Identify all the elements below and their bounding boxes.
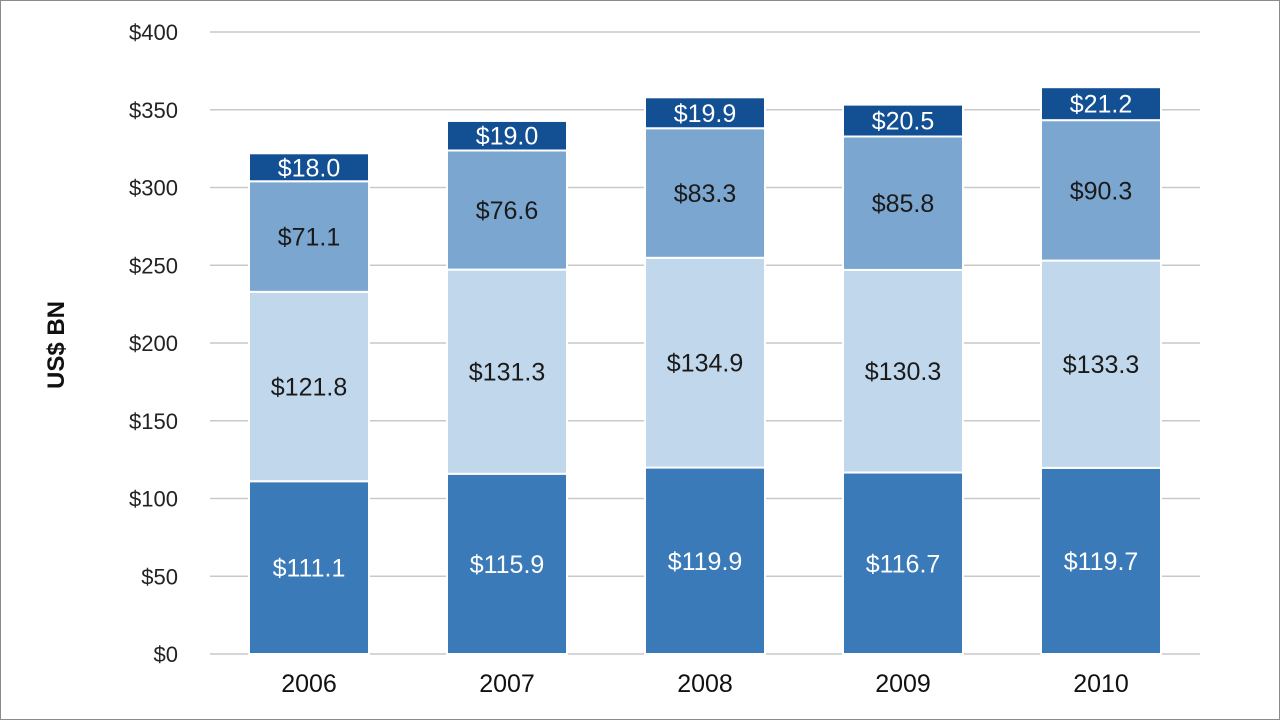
bar-segment (248, 290, 370, 483)
data-label: $85.8 (872, 190, 935, 218)
y-tick-label: $250 (129, 253, 178, 278)
data-label: $131.3 (469, 359, 545, 387)
data-label: $115.9 (470, 551, 545, 579)
bar-segment (446, 268, 568, 475)
data-label: $111.1 (273, 555, 346, 583)
bars: $111.1 $121.8 $71.1 $18.0 $115.9 $131.3 $76.6 $… (248, 86, 1162, 656)
bar-segment (248, 480, 370, 655)
y-tick-label: $400 (129, 20, 178, 45)
data-label: $18.0 (278, 154, 341, 182)
data-label: $116.7 (866, 550, 941, 578)
data-label: $83.3 (674, 180, 737, 208)
bar-segment (842, 268, 964, 474)
x-axis-ticks: 2006 2007 2008 2009 2010 (281, 670, 1129, 698)
data-label: $119.7 (1064, 548, 1139, 576)
y-tick-label: $150 (129, 409, 178, 434)
y-tick-label: $100 (129, 487, 178, 512)
y-axis-ticks: $0 $50 $100 $150 $200 $250 $300 $350 $400 (129, 20, 178, 667)
data-label: $134.9 (667, 350, 743, 378)
x-tick-label: 2008 (677, 670, 733, 698)
bar-segment (446, 119, 568, 152)
data-label: $90.3 (1070, 177, 1133, 205)
bar-segment (842, 135, 964, 271)
x-tick-label: 2007 (479, 670, 535, 698)
bar-segment (1040, 259, 1162, 469)
bar-segment (842, 471, 964, 655)
data-label: $21.2 (1070, 91, 1133, 119)
y-tick-label: $300 (129, 176, 178, 201)
data-label: $71.1 (278, 224, 341, 252)
bar-segment (446, 472, 568, 656)
y-tick-label: $0 (154, 642, 178, 667)
bar-segment (446, 149, 568, 271)
bar-segment (644, 256, 766, 469)
data-label: $20.5 (872, 108, 935, 136)
bar-segment (644, 127, 766, 259)
bar-segment (842, 103, 964, 138)
x-tick-label: 2010 (1073, 670, 1129, 698)
y-tick-label: $200 (129, 331, 178, 356)
data-label: $19.0 (476, 123, 539, 151)
data-label: $119.9 (668, 548, 743, 576)
bar-segment (1040, 86, 1162, 122)
gridlines (210, 31, 1200, 655)
bar-segment (1040, 119, 1162, 262)
y-tick-label: $350 (129, 98, 178, 123)
data-label: $19.9 (674, 100, 737, 128)
data-label: $121.8 (271, 374, 347, 402)
bar-segment (644, 466, 766, 656)
x-tick-label: 2006 (281, 670, 337, 698)
bar-segment (248, 152, 370, 183)
data-label: $133.3 (1063, 351, 1139, 379)
x-tick-label: 2009 (875, 670, 931, 698)
y-tick-label: $50 (141, 564, 178, 589)
y-axis-label: US$ BN (43, 301, 70, 389)
data-label: $130.3 (865, 358, 941, 386)
bar-segment (644, 96, 766, 130)
data-label: $76.6 (476, 197, 539, 225)
